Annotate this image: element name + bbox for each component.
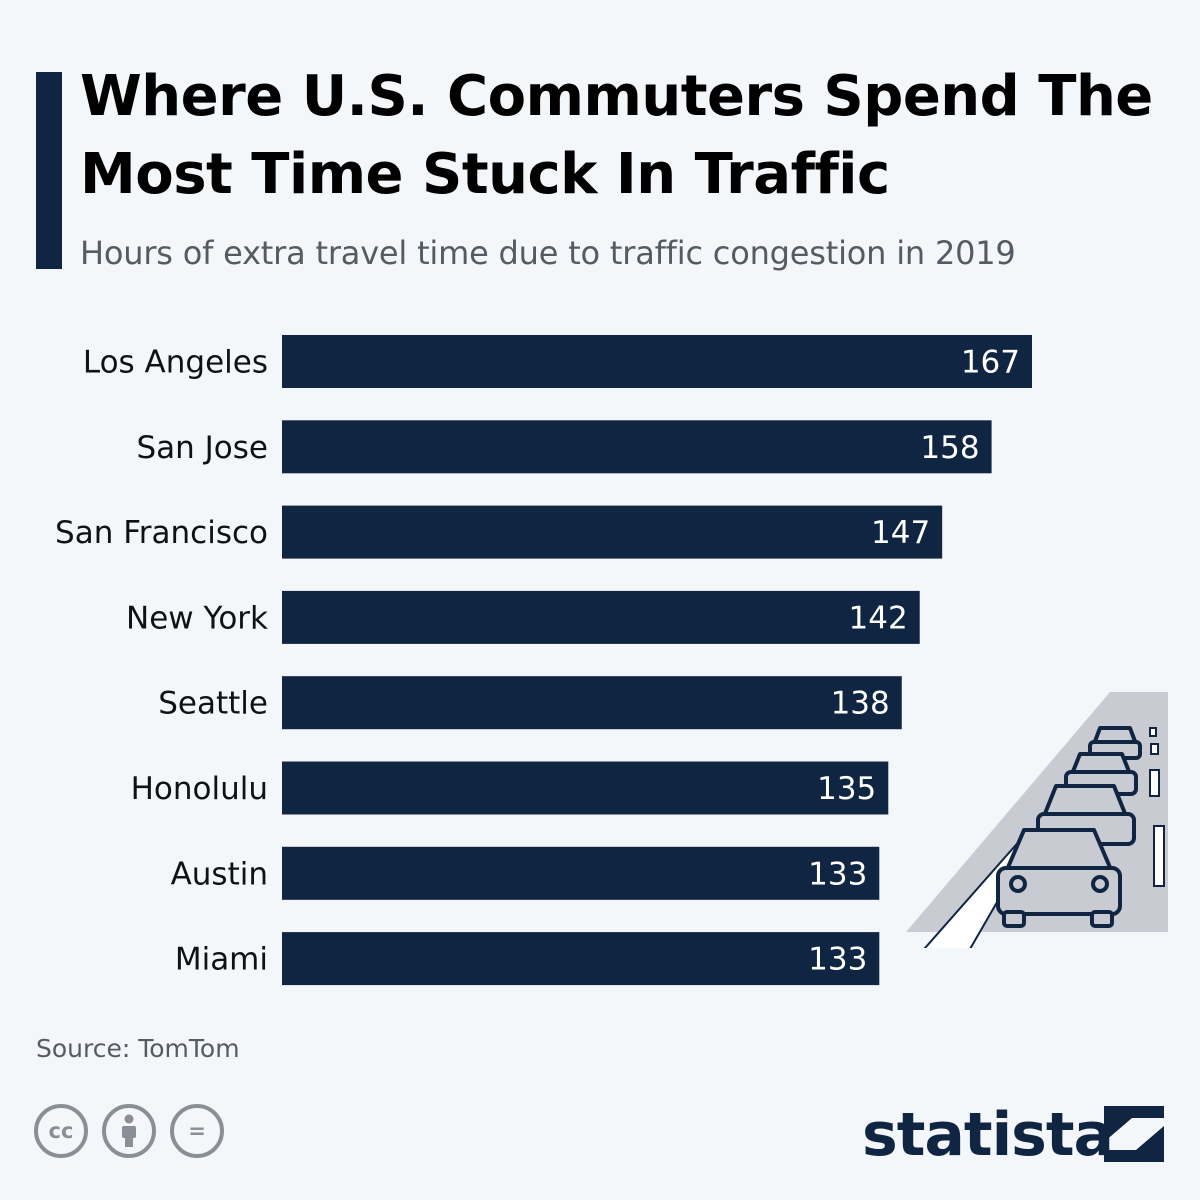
value-label: 133 xyxy=(808,856,867,892)
bar-austin xyxy=(282,846,880,900)
category-label: Miami xyxy=(175,942,268,978)
no-derivatives-icon-label: = xyxy=(188,1119,206,1143)
value-label: 147 xyxy=(871,515,930,551)
category-label: New York xyxy=(126,600,268,636)
accent-bar xyxy=(36,72,62,269)
attribution-icon[interactable] xyxy=(102,1104,156,1158)
chart-subtitle: Hours of extra travel time due to traffi… xyxy=(80,234,1016,272)
category-label: Seattle xyxy=(158,686,268,722)
source-note: Source: TomTom xyxy=(36,1034,240,1063)
bar-new-york xyxy=(282,590,920,644)
category-label: Austin xyxy=(171,856,268,892)
no-derivatives-icon[interactable]: = xyxy=(170,1104,224,1158)
value-label: 158 xyxy=(920,430,979,466)
category-label: Honolulu xyxy=(131,771,268,807)
bar-miami xyxy=(282,932,880,986)
value-label: 135 xyxy=(817,771,876,807)
bar-seattle xyxy=(282,676,902,730)
bar-chart: Los Angeles 167 San Jose 158 San Francisco 14… xyxy=(55,335,1032,986)
cc-icon-label: cc xyxy=(48,1119,74,1143)
category-label: San Jose xyxy=(136,430,268,466)
value-label: 167 xyxy=(961,345,1020,381)
value-label: 133 xyxy=(808,942,867,978)
bar-san-francisco xyxy=(282,505,943,559)
cc-icon[interactable]: cc xyxy=(34,1104,88,1158)
traffic-jam-icon xyxy=(906,692,1168,948)
chart-title: Where U.S. Commuters Spend The Most Time… xyxy=(80,64,1153,207)
category-label: Los Angeles xyxy=(83,345,268,381)
bar-los-angeles xyxy=(282,335,1032,388)
bar-san-jose xyxy=(282,420,992,474)
bar-honolulu xyxy=(282,761,889,815)
statista-logo-text[interactable]: statista xyxy=(862,1100,1114,1170)
value-label: 138 xyxy=(831,686,890,722)
category-label: San Francisco xyxy=(55,515,268,551)
statista-logo-icon[interactable] xyxy=(1104,1106,1164,1162)
value-label: 142 xyxy=(849,600,908,636)
license-icons: cc = xyxy=(34,1104,224,1158)
